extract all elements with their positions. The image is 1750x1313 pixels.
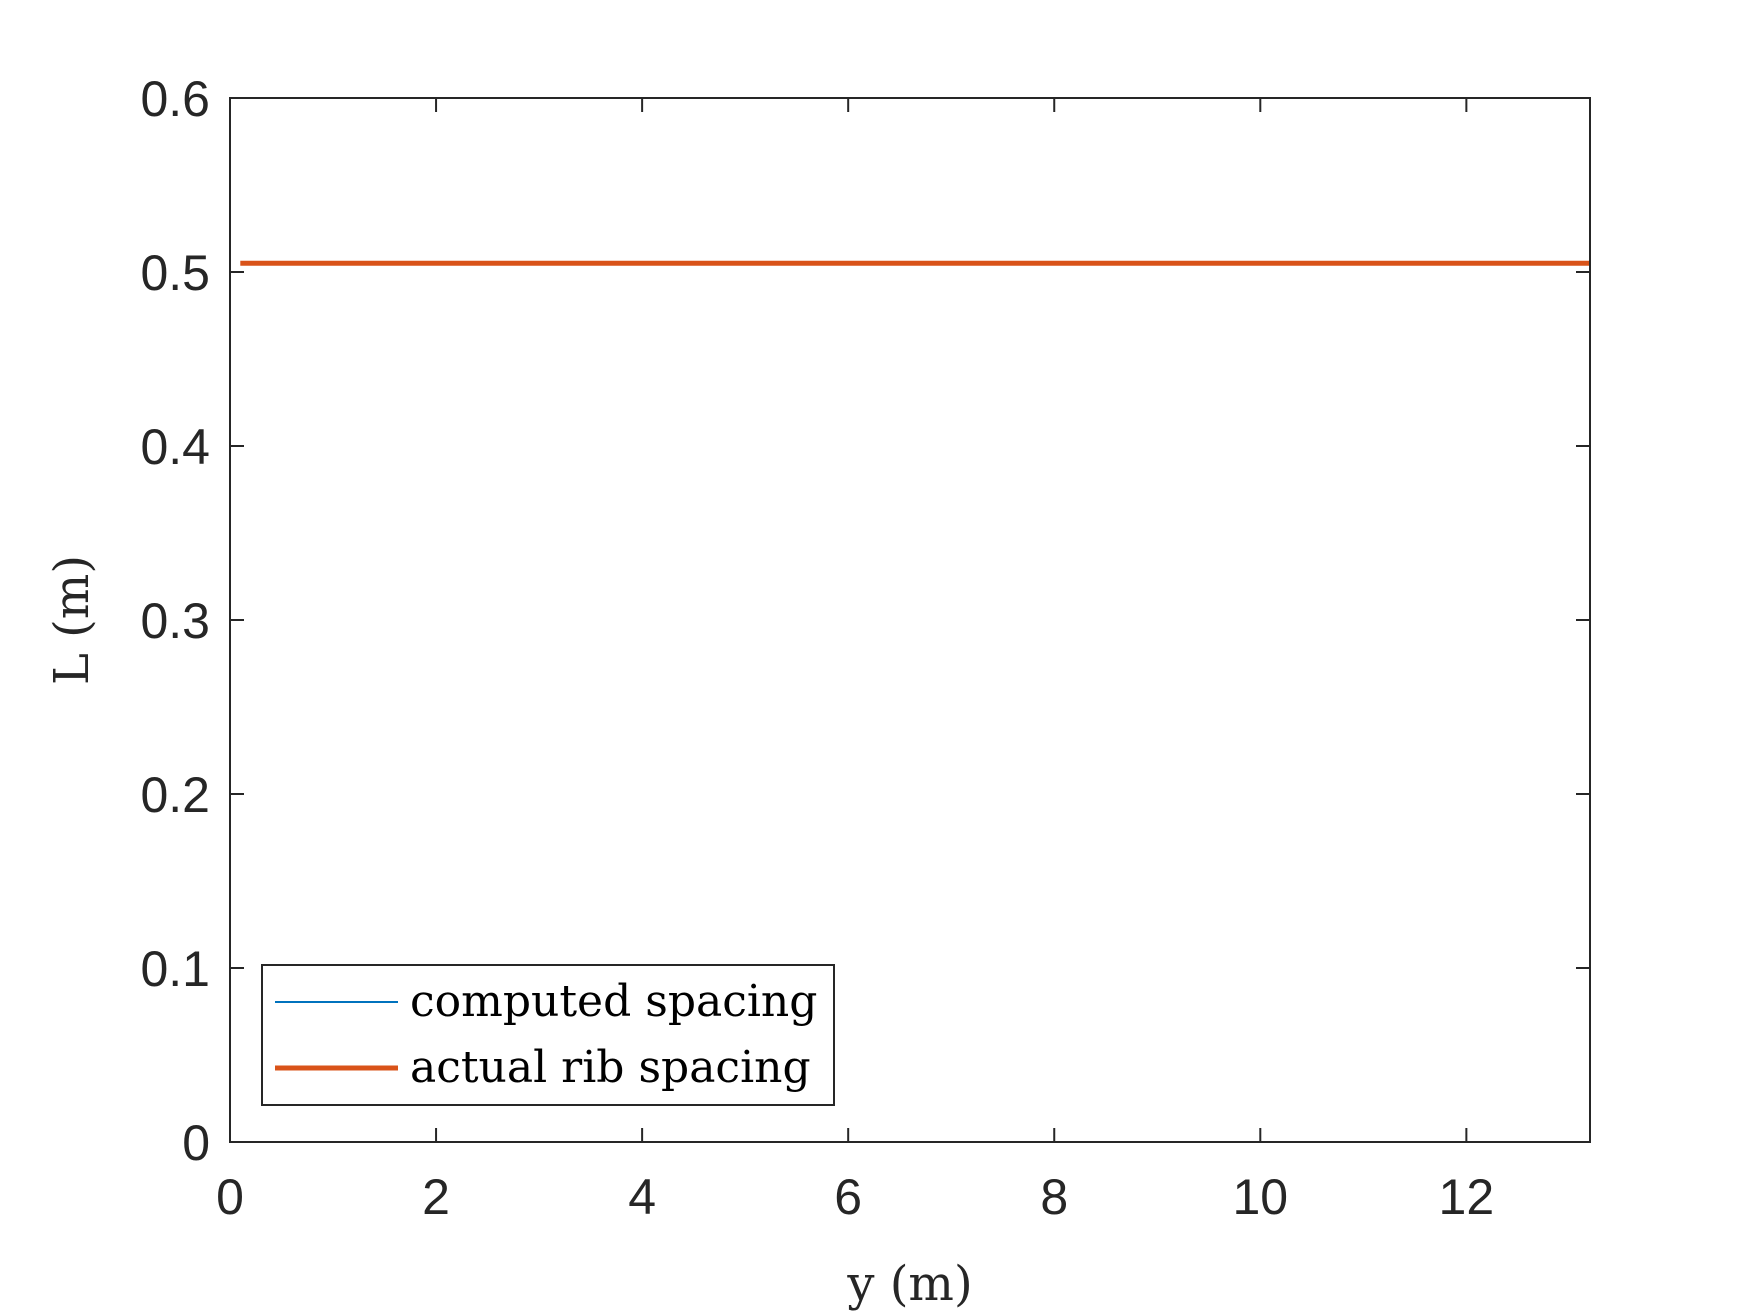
x-tick-label: 10 bbox=[1232, 1169, 1288, 1225]
y-tick-label: 0.1 bbox=[140, 941, 210, 997]
x-axis-label: y (m) bbox=[846, 1256, 972, 1312]
x-tick-label: 4 bbox=[628, 1169, 656, 1225]
legend: computed spacing actual rib spacing bbox=[261, 964, 835, 1106]
x-tick-label: 8 bbox=[1040, 1169, 1068, 1225]
y-tick-label: 0.5 bbox=[140, 245, 210, 301]
x-tick-label: 12 bbox=[1439, 1169, 1495, 1225]
x-tick-label: 6 bbox=[834, 1169, 862, 1225]
tick-labels: 0 2 4 6 8 10 12 0 0.1 0.2 0.3 0.4 0.5 0.6 bbox=[140, 71, 1494, 1225]
y-tick-label: 0.2 bbox=[140, 767, 210, 823]
legend-box bbox=[261, 964, 835, 1106]
axes-box bbox=[229, 97, 1591, 1143]
y-tick-label: 0 bbox=[182, 1115, 210, 1171]
legend-label-actual-rib-spacing: actual rib spacing bbox=[410, 1042, 811, 1093]
x-tick-label: 0 bbox=[216, 1169, 244, 1225]
y-tick-label: 0.3 bbox=[140, 593, 210, 649]
y-tick-label: 0.6 bbox=[140, 71, 210, 127]
y-axis-label: L (m) bbox=[44, 555, 100, 685]
x-tick-label: 2 bbox=[422, 1169, 450, 1225]
legend-label-computed-spacing: computed spacing bbox=[410, 976, 817, 1027]
y-tick-label: 0.4 bbox=[140, 419, 210, 475]
